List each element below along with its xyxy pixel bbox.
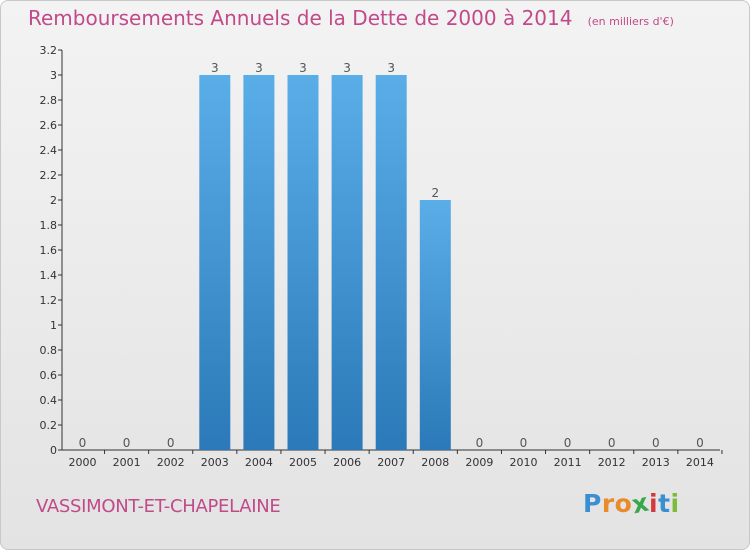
- y-tick-label: 2.6: [40, 119, 58, 132]
- y-tick-label: 1.6: [40, 244, 58, 257]
- logo-letter: r: [601, 489, 615, 518]
- y-tick-label: 0.6: [40, 369, 58, 382]
- data-label: 3: [299, 61, 307, 75]
- logo-letter: i: [670, 489, 680, 518]
- logo-letter: P: [583, 489, 602, 518]
- x-tick-label: 2010: [510, 456, 538, 469]
- chart-title-row: Remboursements Annuels de la Dette de 20…: [28, 6, 674, 30]
- x-tick-label: 2007: [377, 456, 405, 469]
- bar: [199, 75, 231, 450]
- y-tick-label: 0.4: [40, 394, 58, 407]
- y-tick-label: 0.2: [40, 419, 58, 432]
- data-label: 0: [652, 436, 660, 450]
- y-tick-label: 2: [50, 194, 57, 207]
- x-tick-label: 2003: [201, 456, 229, 469]
- y-tick-label: 1.8: [40, 219, 58, 232]
- chart-title: Remboursements Annuels de la Dette de 20…: [28, 6, 573, 30]
- bar: [331, 75, 363, 450]
- x-tick-label: 2004: [245, 456, 273, 469]
- bar: [375, 75, 407, 450]
- logo-letter: i: [649, 489, 659, 518]
- y-tick-label: 0: [50, 444, 57, 457]
- x-tick-label: 2001: [113, 456, 141, 469]
- y-tick-label: 2.4: [40, 144, 58, 157]
- x-tick-label: 2000: [69, 456, 97, 469]
- y-tick-label: 3.2: [40, 44, 58, 57]
- x-tick-label: 2005: [289, 456, 317, 469]
- data-label: 0: [79, 436, 87, 450]
- data-label: 2: [431, 186, 439, 200]
- x-tick-label: 2014: [686, 456, 714, 469]
- y-tick-label: 2.8: [40, 94, 58, 107]
- bar: [419, 200, 451, 450]
- y-tick-label: 1: [50, 319, 57, 332]
- data-label: 3: [343, 61, 351, 75]
- data-label: 0: [696, 436, 704, 450]
- x-tick-label: 2002: [157, 456, 185, 469]
- data-label: 0: [564, 436, 572, 450]
- data-label: 0: [167, 436, 175, 450]
- y-tick-label: 1.2: [40, 294, 58, 307]
- data-label: 0: [123, 436, 131, 450]
- chart-unit-label: (en milliers d'€): [587, 15, 674, 28]
- proxiti-logo: Proxiti: [583, 488, 680, 520]
- x-tick-label: 2011: [554, 456, 582, 469]
- logo-letter: o: [614, 489, 633, 518]
- data-label: 3: [211, 61, 219, 75]
- data-label: 3: [255, 61, 263, 75]
- y-tick-label: 1.4: [40, 269, 58, 282]
- data-label: 0: [520, 436, 528, 450]
- y-tick-label: 3: [50, 69, 57, 82]
- y-tick-label: 0.8: [40, 344, 58, 357]
- y-tick-label: 2.2: [40, 169, 58, 182]
- bar: [287, 75, 319, 450]
- commune-name: VASSIMONT-ET-CHAPELAINE: [36, 496, 281, 517]
- logo-letter: t: [658, 489, 671, 518]
- data-label: 0: [476, 436, 484, 450]
- x-tick-label: 2009: [465, 456, 493, 469]
- x-tick-label: 2006: [333, 456, 361, 469]
- x-tick-label: 2008: [421, 456, 449, 469]
- x-tick-label: 2012: [598, 456, 626, 469]
- bar: [243, 75, 275, 450]
- x-tick-label: 2013: [642, 456, 670, 469]
- data-label: 0: [608, 436, 616, 450]
- data-label: 3: [387, 61, 395, 75]
